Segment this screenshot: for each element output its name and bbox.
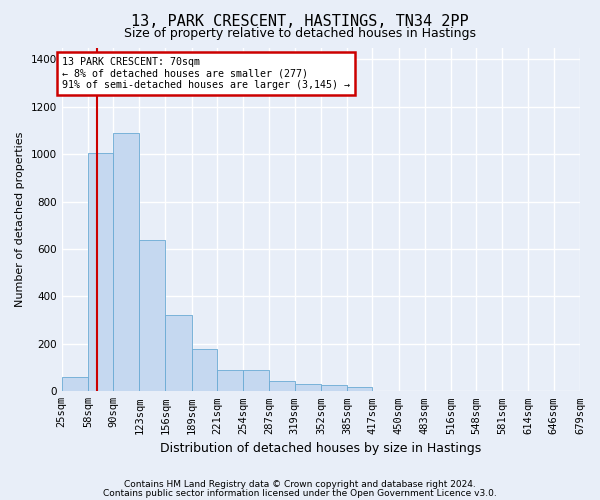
Bar <box>113 133 139 392</box>
Y-axis label: Number of detached properties: Number of detached properties <box>15 132 25 307</box>
Bar <box>139 240 166 392</box>
Text: 13 PARK CRESCENT: 70sqm
← 8% of detached houses are smaller (277)
91% of semi-de: 13 PARK CRESCENT: 70sqm ← 8% of detached… <box>62 57 350 90</box>
Bar <box>62 377 88 392</box>
Bar <box>88 153 113 392</box>
Bar <box>166 316 191 392</box>
Bar <box>217 370 243 392</box>
Bar <box>295 384 321 392</box>
Bar <box>269 380 295 392</box>
X-axis label: Distribution of detached houses by size in Hastings: Distribution of detached houses by size … <box>160 442 481 455</box>
Text: Contains public sector information licensed under the Open Government Licence v3: Contains public sector information licen… <box>103 489 497 498</box>
Bar <box>191 348 217 392</box>
Bar <box>321 386 347 392</box>
Text: Size of property relative to detached houses in Hastings: Size of property relative to detached ho… <box>124 28 476 40</box>
Bar <box>243 370 269 392</box>
Text: 13, PARK CRESCENT, HASTINGS, TN34 2PP: 13, PARK CRESCENT, HASTINGS, TN34 2PP <box>131 14 469 29</box>
Text: Contains HM Land Registry data © Crown copyright and database right 2024.: Contains HM Land Registry data © Crown c… <box>124 480 476 489</box>
Bar <box>347 386 373 392</box>
